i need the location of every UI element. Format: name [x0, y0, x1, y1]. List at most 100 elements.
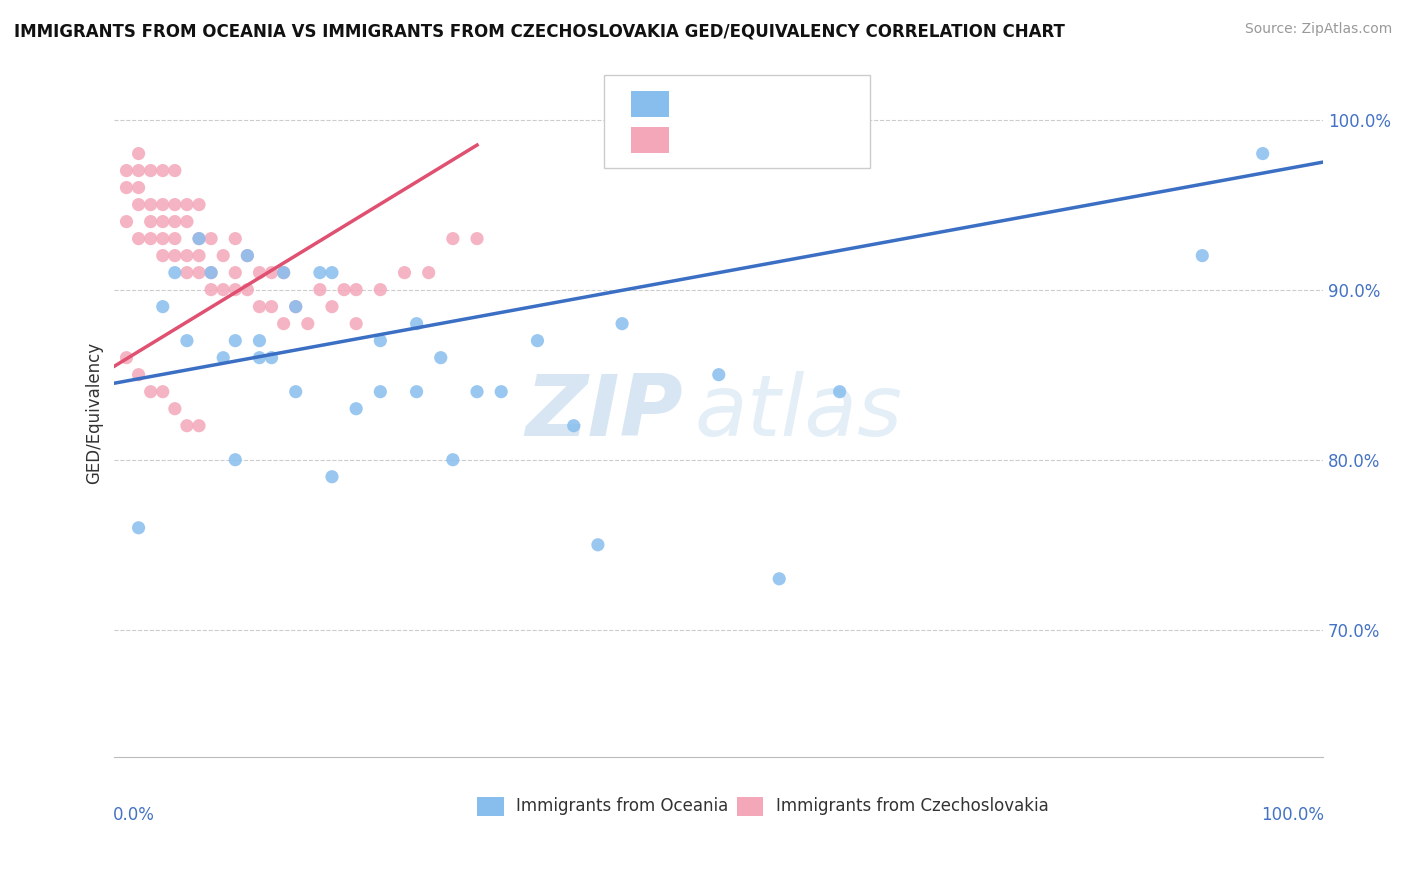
Point — [152, 300, 174, 314]
Point — [284, 300, 307, 314]
Point — [128, 163, 150, 178]
Point — [405, 384, 427, 399]
Bar — [630, 91, 669, 117]
Point — [163, 232, 186, 246]
Point — [370, 384, 392, 399]
Point — [224, 283, 246, 297]
Y-axis label: GED/Equivalency: GED/Equivalency — [86, 342, 103, 484]
Point — [321, 266, 343, 280]
Point — [526, 334, 548, 348]
Bar — [737, 797, 763, 816]
Text: IMMIGRANTS FROM OCEANIA VS IMMIGRANTS FROM CZECHOSLOVAKIA GED/EQUIVALENCY CORREL: IMMIGRANTS FROM OCEANIA VS IMMIGRANTS FR… — [14, 22, 1064, 40]
Point — [489, 384, 512, 399]
Point — [128, 146, 150, 161]
Text: Immigrants from Oceania: Immigrants from Oceania — [516, 797, 728, 815]
Point — [273, 266, 295, 280]
Text: ZIP: ZIP — [524, 371, 682, 454]
Point — [224, 452, 246, 467]
Point — [128, 197, 150, 211]
Point — [188, 197, 211, 211]
Point — [249, 334, 271, 348]
Point — [188, 418, 211, 433]
Point — [139, 384, 162, 399]
Point — [260, 266, 283, 280]
Point — [370, 334, 392, 348]
Point — [297, 317, 319, 331]
Text: Immigrants from Czechoslovakia: Immigrants from Czechoslovakia — [776, 797, 1049, 815]
Point — [152, 232, 174, 246]
Point — [115, 214, 138, 228]
Point — [370, 283, 392, 297]
Point — [707, 368, 730, 382]
Point — [586, 538, 609, 552]
Point — [176, 214, 198, 228]
Point — [236, 249, 259, 263]
Point — [249, 300, 271, 314]
Point — [176, 266, 198, 280]
Point — [128, 232, 150, 246]
Text: R = 0.278   N = 37: R = 0.278 N = 37 — [682, 95, 838, 112]
Point — [441, 452, 464, 467]
Text: R = 0.290   N = 65: R = 0.290 N = 65 — [682, 131, 838, 149]
Bar — [477, 797, 503, 816]
Point — [115, 351, 138, 365]
Text: atlas: atlas — [695, 371, 903, 454]
Point — [176, 197, 198, 211]
Point — [344, 401, 367, 416]
Point — [200, 283, 222, 297]
Point — [768, 572, 790, 586]
Point — [128, 521, 150, 535]
Text: Source: ZipAtlas.com: Source: ZipAtlas.com — [1244, 22, 1392, 37]
Point — [236, 249, 259, 263]
Point — [273, 317, 295, 331]
Point — [176, 418, 198, 433]
Point — [321, 300, 343, 314]
Point — [115, 163, 138, 178]
Point — [562, 418, 585, 433]
Point — [394, 266, 416, 280]
Point — [333, 283, 356, 297]
Point — [188, 249, 211, 263]
Text: 0.0%: 0.0% — [114, 805, 155, 823]
Point — [139, 214, 162, 228]
Point — [152, 214, 174, 228]
Point — [1251, 146, 1274, 161]
Point — [1191, 249, 1213, 263]
Point — [465, 384, 488, 399]
Point — [128, 368, 150, 382]
Point — [176, 249, 198, 263]
Point — [163, 401, 186, 416]
Point — [465, 232, 488, 246]
Point — [163, 214, 186, 228]
Point — [152, 197, 174, 211]
Point — [200, 232, 222, 246]
Point — [188, 266, 211, 280]
Point — [188, 232, 211, 246]
Point — [115, 180, 138, 194]
FancyBboxPatch shape — [605, 76, 870, 169]
Point — [405, 317, 427, 331]
Point — [152, 384, 174, 399]
Point — [212, 351, 235, 365]
Point — [128, 180, 150, 194]
Point — [309, 266, 332, 280]
Point — [163, 163, 186, 178]
Point — [273, 266, 295, 280]
Point — [224, 334, 246, 348]
Point — [418, 266, 440, 280]
Point — [152, 249, 174, 263]
Point — [344, 283, 367, 297]
Point — [260, 300, 283, 314]
Point — [321, 469, 343, 483]
Point — [163, 249, 186, 263]
Point — [309, 283, 332, 297]
Bar — [630, 127, 669, 153]
Point — [212, 283, 235, 297]
Point — [152, 163, 174, 178]
Point — [284, 300, 307, 314]
Point — [139, 163, 162, 178]
Point — [610, 317, 633, 331]
Point — [200, 266, 222, 280]
Point — [163, 197, 186, 211]
Point — [139, 197, 162, 211]
